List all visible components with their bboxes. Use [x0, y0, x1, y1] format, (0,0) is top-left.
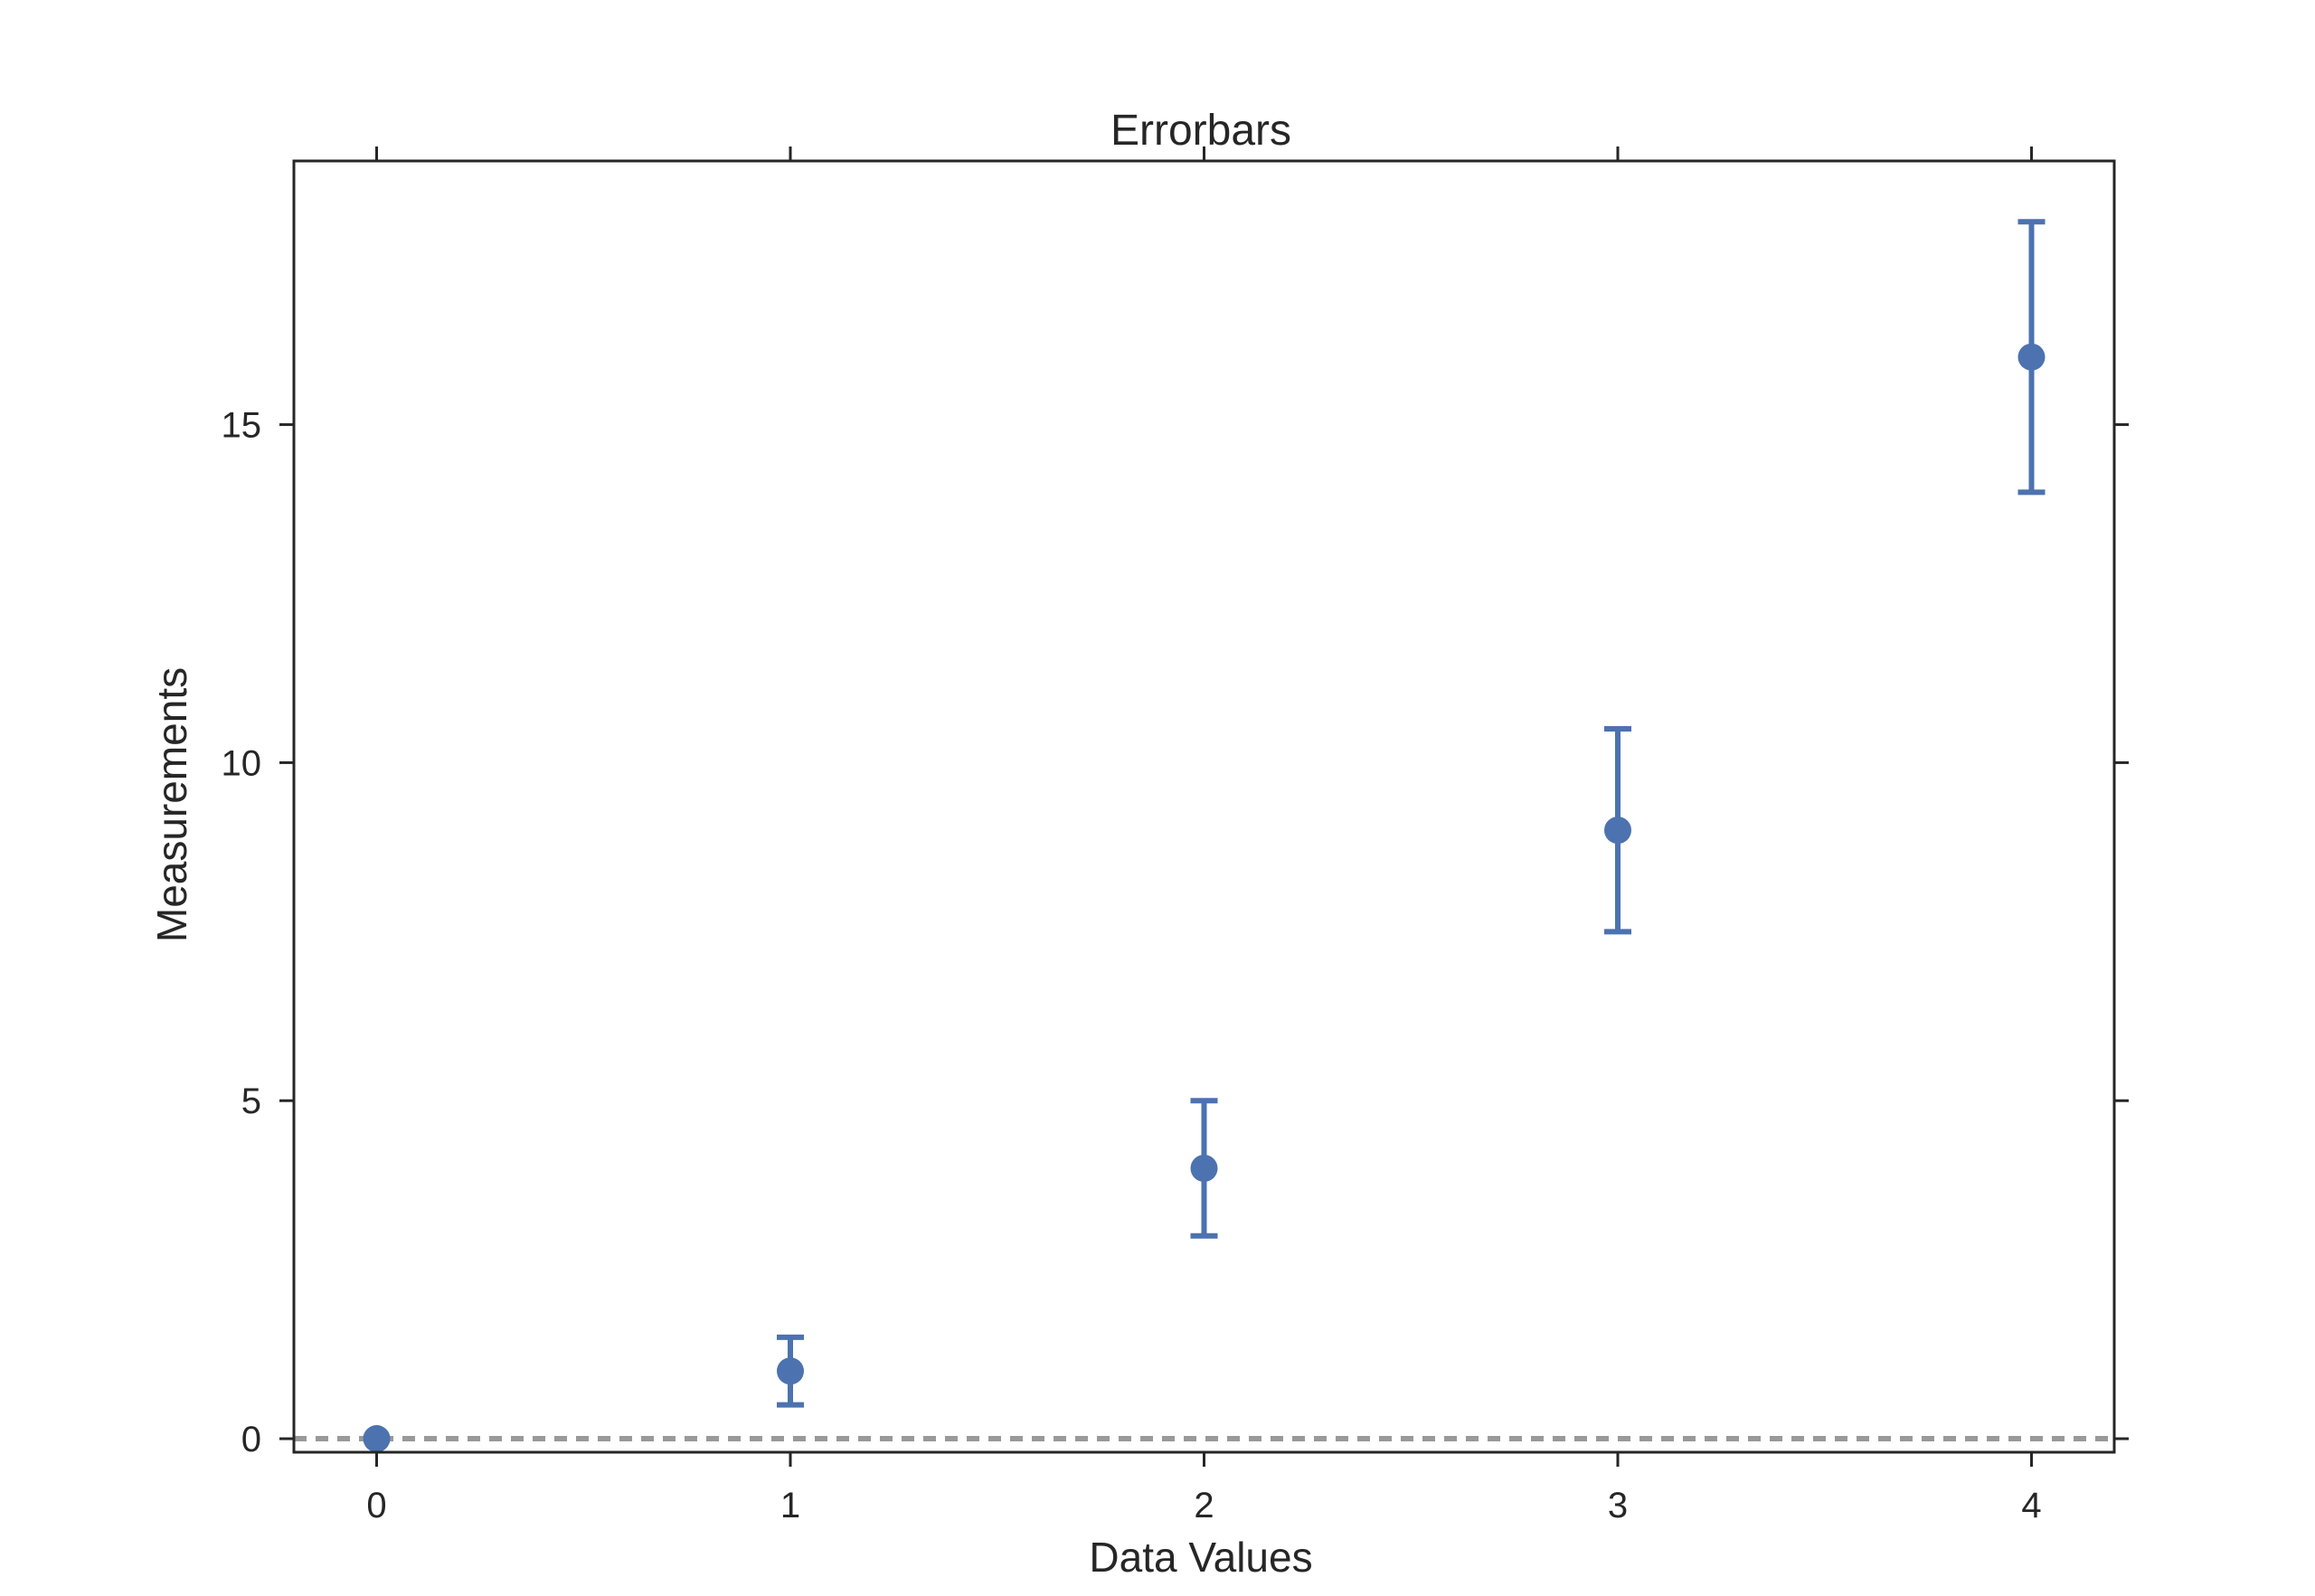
data-point: [777, 1357, 804, 1385]
y-tick-label: 15: [222, 406, 262, 446]
x-tick-label: 3: [1608, 1486, 1628, 1525]
y-tick-label: 10: [222, 743, 262, 783]
data-point: [1190, 1154, 1218, 1182]
x-tick-label: 4: [2021, 1486, 2041, 1525]
y-tick-label: 5: [241, 1081, 261, 1121]
axis-ticks-layer: 0 1 2 3 4 0 5 10 15: [222, 146, 2129, 1525]
data-layer: [363, 219, 2046, 1453]
data-point: [2017, 343, 2046, 371]
x-tick-label: 1: [780, 1486, 800, 1525]
data-point: [363, 1425, 391, 1453]
y-tick-label: 0: [241, 1420, 261, 1459]
x-tick-label: 2: [1194, 1486, 1214, 1525]
data-point: [1604, 817, 1631, 845]
y-axis-label: Measurements: [148, 667, 195, 942]
chart-title: Errorbars: [1110, 107, 1291, 155]
x-axis-label: Data Values: [1089, 1534, 1312, 1581]
plot-area-frame: [292, 159, 2116, 1454]
x-tick-label: 0: [366, 1486, 386, 1525]
